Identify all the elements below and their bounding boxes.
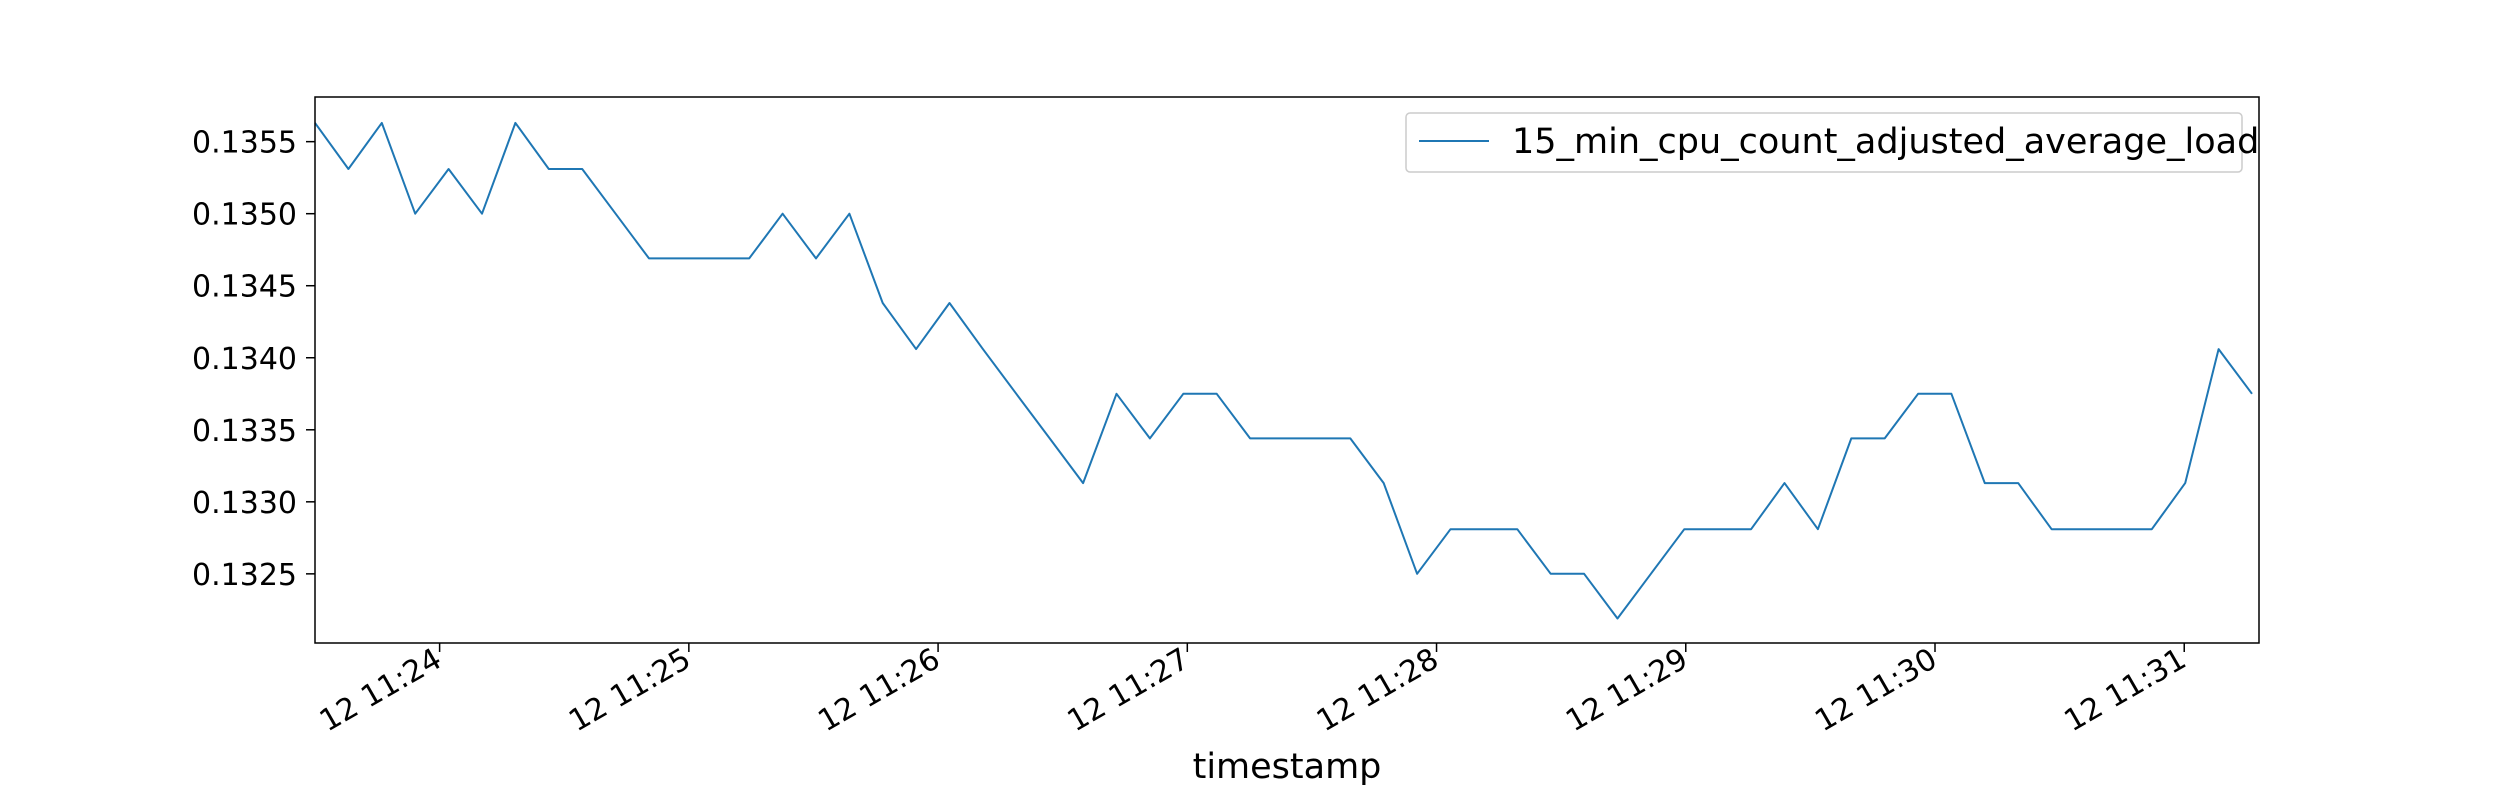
y-tick-label: 0.1330 <box>192 486 297 521</box>
x-axis-label: timestamp <box>1193 747 1382 787</box>
y-tick-label: 0.1325 <box>192 558 297 593</box>
legend-box <box>1405 112 2243 173</box>
series-lines <box>314 121 2253 620</box>
legend: 15_min_cpu_count_adjusted_average_load <box>1405 112 2259 173</box>
series-line-0 <box>314 121 2253 620</box>
y-tick-label: 0.1335 <box>192 414 297 449</box>
y-tick-label: 0.1350 <box>192 198 297 233</box>
y-axis: 0.1325 0.1330 0.1335 0.1340 0.1345 0.1350 0.13… <box>192 126 315 593</box>
y-tick-label: 0.1355 <box>192 126 297 161</box>
plot-frame <box>314 96 2260 644</box>
legend-label: 15_min_cpu_count_adjusted_average_load <box>1512 122 2259 162</box>
y-tick-label: 0.1340 <box>192 342 297 377</box>
y-tick-label: 0.1345 <box>192 270 297 305</box>
